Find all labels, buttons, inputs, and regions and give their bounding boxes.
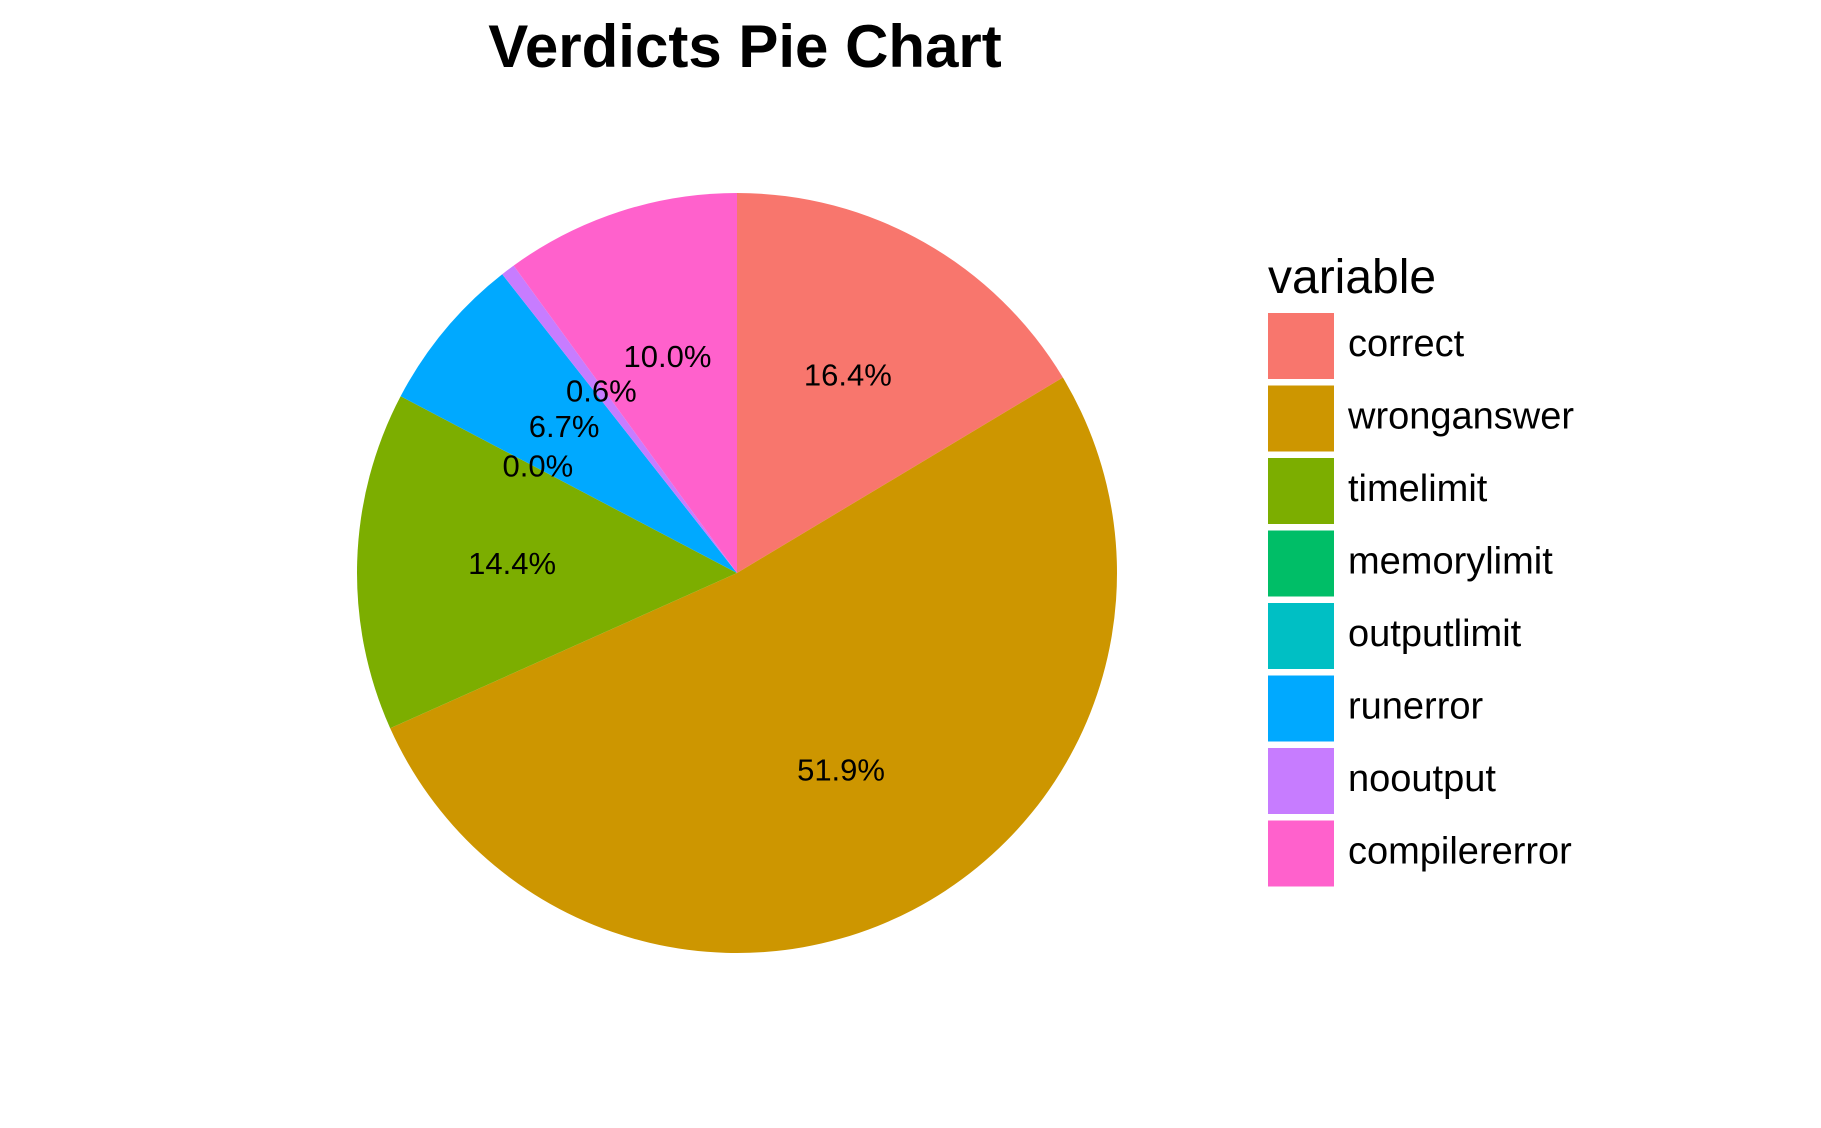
- slice-label-nooutput: 0.6%: [566, 374, 637, 409]
- legend-key-compilererror: [1268, 820, 1334, 887]
- slice-label-timelimit: 14.4%: [468, 546, 556, 581]
- pie-slice-correct: [737, 193, 1063, 573]
- pie-slice-wronganswer: [390, 377, 1117, 954]
- legend-key-wronganswer: [1268, 385, 1334, 452]
- pie-slice-runerror: [400, 274, 737, 573]
- legend-key-memorylimit: [1268, 530, 1334, 597]
- legend-key-timelimit: [1268, 458, 1334, 524]
- slice-label-compilererror: 10.0%: [624, 339, 712, 374]
- slice-label-wronganswer: 51.9%: [797, 753, 885, 788]
- legend-key-outputlimit: [1268, 603, 1334, 669]
- legend-label-timelimit: timelimit: [1348, 468, 1488, 510]
- pie-slice-labels: 16.4% 51.9% 14.4% 0.0% 6.7%0.6%10.0%: [468, 339, 892, 787]
- pie-slices: [357, 193, 1117, 954]
- legend-items: correct wronganswer timelimit memorylimit ou…: [1268, 313, 1574, 887]
- legend-label-correct: correct: [1348, 323, 1465, 365]
- legend-label-nooutput: nooutput: [1348, 758, 1496, 800]
- legend-label-compilererror: compilererror: [1348, 831, 1572, 873]
- legend-key-runerror: [1268, 675, 1334, 742]
- legend-title: variable: [1268, 251, 1436, 304]
- legend-label-runerror: runerror: [1348, 686, 1483, 728]
- legend-key-nooutput: [1268, 748, 1334, 814]
- slice-label-memorylimit: 0.0%: [502, 449, 573, 484]
- chart-title: Verdicts Pie Chart: [488, 13, 1002, 80]
- legend-label-memorylimit: memorylimit: [1348, 541, 1553, 583]
- pie-slice-timelimit: [357, 396, 737, 729]
- legend-key-correct: [1268, 313, 1334, 379]
- pie-slice-nooutput: [502, 265, 737, 573]
- pie-slice-compilererror: [513, 193, 737, 573]
- slice-label-correct: 16.4%: [804, 357, 892, 392]
- legend-label-wronganswer: wronganswer: [1347, 396, 1574, 438]
- slice-label-runerror: 6.7%: [529, 409, 600, 444]
- legend: variable correct wronganswer timelimit memo…: [1268, 251, 1574, 887]
- legend-label-outputlimit: outputlimit: [1348, 613, 1522, 655]
